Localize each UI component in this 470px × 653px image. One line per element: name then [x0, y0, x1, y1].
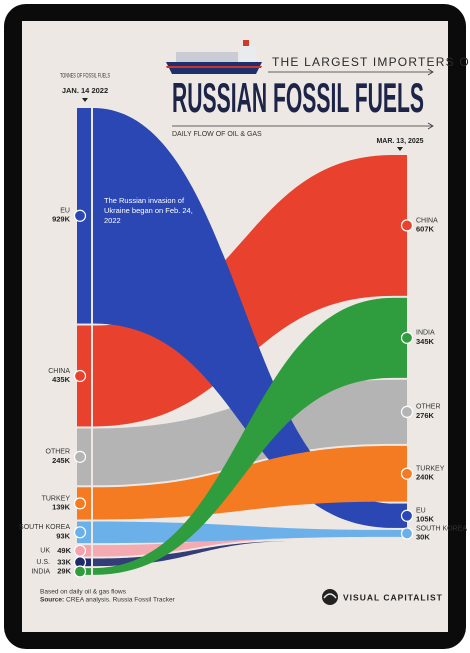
end-value: 240K [416, 473, 435, 482]
flag [400, 509, 414, 522]
flag [400, 219, 414, 232]
start-name: OTHER [46, 449, 71, 456]
end-name: INDIA [416, 330, 435, 337]
end-name: SOUTH KOREA [416, 525, 467, 532]
flow-band [93, 297, 393, 575]
flag [73, 497, 87, 510]
start-name: TURKEY [42, 495, 71, 502]
date-pointer [82, 98, 88, 102]
end-value: 276K [416, 411, 435, 420]
start-value: 435K [52, 375, 71, 384]
start-name: INDIA [31, 568, 50, 575]
flag [73, 565, 87, 578]
flag [73, 209, 87, 222]
footnote: Based on daily oil & gas flows [40, 589, 127, 596]
flag [73, 369, 87, 383]
brand: VISUAL CAPITALIST [343, 592, 443, 602]
source: CREA analysis. Russia Fossil Tracker [66, 597, 176, 604]
flow-band [93, 108, 393, 528]
start-name: CHINA [48, 368, 70, 375]
start-name: U.S. [36, 559, 50, 566]
annotation: The Russian invasion of Ukraine began on… [104, 196, 193, 225]
end-value: 105K [416, 515, 435, 524]
flow-band [93, 521, 393, 544]
source-label: Source: [40, 597, 64, 604]
end-value: 30K [416, 532, 430, 541]
end-name: EU [416, 508, 426, 515]
flag [400, 331, 414, 344]
end-bar [393, 379, 407, 444]
ship-icon [166, 40, 262, 74]
arrow-head [427, 122, 434, 130]
end-name: CHINA [416, 217, 438, 224]
flag [73, 526, 87, 539]
start-value: 139K [52, 502, 71, 511]
start-name: SOUTH KOREA [19, 524, 70, 531]
flow-band [93, 445, 393, 520]
start-value: 33K [57, 557, 71, 566]
arrow-head [427, 68, 434, 76]
start-value: 929K [52, 215, 71, 224]
subtitle: DAILY FLOW OF OIL & GAS [172, 131, 262, 138]
end-name: TURKEY [416, 466, 445, 473]
end-name: OTHER [416, 404, 441, 411]
date-pointer [397, 147, 403, 151]
end-bar [393, 503, 407, 528]
flag [400, 405, 414, 418]
flow-band [93, 538, 300, 557]
start-value: 49K [57, 546, 71, 555]
flows [93, 108, 393, 575]
start-value: 29K [57, 566, 71, 575]
title-top: THE LARGEST IMPORTERS OF [272, 55, 470, 69]
start-value: 93K [56, 531, 70, 540]
start-value: 245K [52, 456, 71, 465]
brand-logo [322, 589, 338, 605]
flag [73, 544, 87, 557]
end-bar [393, 445, 407, 502]
flag [400, 467, 414, 480]
flow-band [93, 155, 393, 427]
flag [73, 450, 87, 463]
end-bar [393, 529, 407, 537]
end-bar [393, 297, 407, 378]
end-value: 345K [416, 337, 435, 346]
flow-band [93, 379, 393, 486]
bars: EU929KEU105KCHINA435KCHINA607KOTHER245KO… [19, 108, 467, 578]
start-name: EU [60, 208, 70, 215]
end-bar [393, 155, 407, 296]
unit-label: TONNES OF FOSSIL FUELS [60, 73, 110, 80]
chart-title: RUSSIAN FOSSIL FUELS [172, 74, 424, 121]
start-name: UK [40, 548, 50, 555]
flag [400, 527, 414, 540]
start-date: JAN. 14 2022 [62, 86, 108, 95]
end-date: MAR. 13, 2025 [376, 138, 423, 145]
end-value: 607K [416, 224, 435, 233]
